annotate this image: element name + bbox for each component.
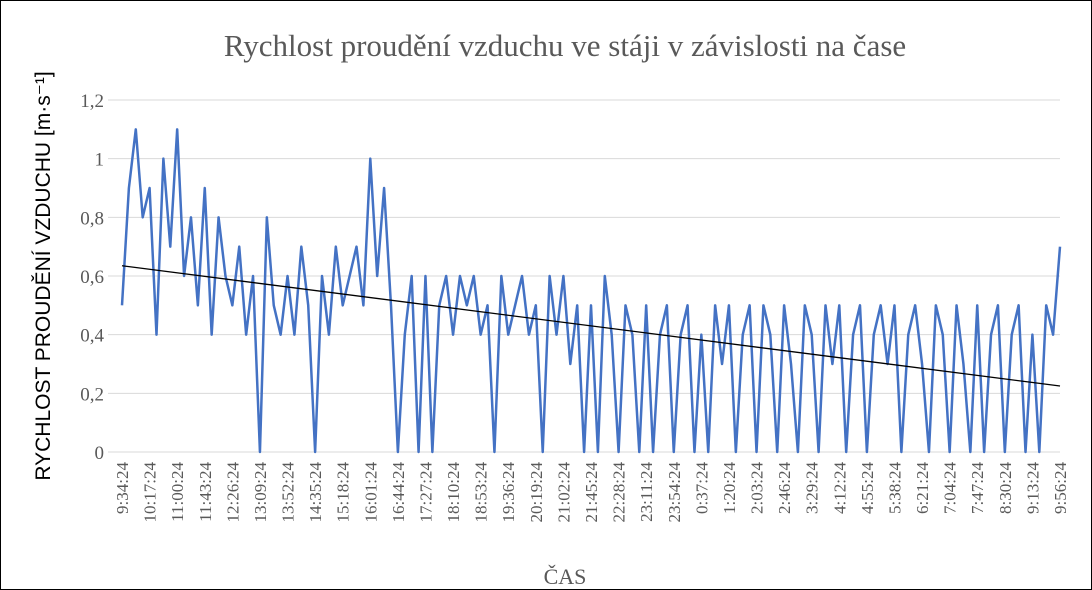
x-tick-label: 9:34:24 (113, 462, 132, 514)
x-tick-label: 1:20:24 (720, 462, 739, 514)
x-tick-label: 11:00:24 (168, 462, 187, 522)
y-tick-label: 0,4 (80, 326, 104, 347)
x-tick-label: 9:13:24 (1023, 462, 1042, 514)
y-tick-label: 0,6 (80, 267, 104, 288)
y-tick-label: 0,2 (80, 384, 104, 405)
x-tick-label: 19:36:24 (499, 462, 518, 523)
x-tick-label: 17:27:24 (416, 462, 435, 523)
x-tick-label: 20:19:24 (527, 462, 546, 523)
x-tick-label: 23:11:24 (637, 462, 656, 522)
x-tick-label: 3:29:24 (803, 462, 822, 514)
x-tick-label: 8:30:24 (996, 462, 1015, 514)
y-tick-label: 1 (95, 150, 105, 171)
data-line (120, 128, 1062, 454)
x-tick-label: 4:12:24 (830, 462, 849, 514)
x-tick-label: 16:01:24 (361, 462, 380, 523)
x-tick-label: 12:26:24 (223, 462, 242, 523)
x-tick-label: 22:28:24 (610, 462, 629, 523)
x-tick-label: 9:56:24 (1051, 462, 1070, 514)
x-tick-label: 4:55:24 (858, 462, 877, 514)
y-tick-label: 0 (95, 443, 105, 464)
x-tick-label: 7:47:24 (968, 462, 987, 514)
x-tick-label: 21:45:24 (582, 462, 601, 523)
x-tick-label: 18:10:24 (444, 462, 463, 523)
chart-title: Rychlost proudění vzduchu ve stáji v záv… (224, 28, 906, 63)
y-tick-label: 0,8 (80, 208, 104, 229)
x-axis-label: ČAS (544, 564, 587, 589)
x-tick-label: 10:17:24 (141, 462, 160, 523)
x-tick-label: 0:37:24 (692, 462, 711, 514)
x-tick-label: 16:44:24 (389, 462, 408, 523)
x-tick-label: 5:38:24 (885, 462, 904, 514)
x-tick-label: 13:52:24 (279, 462, 298, 523)
x-tick-label: 14:35:24 (306, 462, 325, 523)
x-tick-label: 23:54:24 (665, 462, 684, 523)
x-tick-label: 6:21:24 (913, 462, 932, 514)
x-tick-label: 11:43:24 (196, 462, 215, 522)
x-tick-label: 2:03:24 (748, 462, 767, 514)
y-tick-label: 1,2 (80, 91, 104, 112)
x-tick-label: 18:53:24 (472, 462, 491, 523)
y-axis-label: RYCHLOST PROUDĚNÍ VZDUCHU [m·s⁻¹] (32, 71, 55, 480)
x-tick-label: 7:04:24 (941, 462, 960, 514)
x-tick-label: 13:09:24 (251, 462, 270, 523)
trend-line (121, 265, 1061, 387)
x-tick-label: 2:46:24 (775, 462, 794, 514)
x-tick-label: 21:02:24 (554, 462, 573, 523)
x-tick-label: 15:18:24 (334, 462, 353, 523)
